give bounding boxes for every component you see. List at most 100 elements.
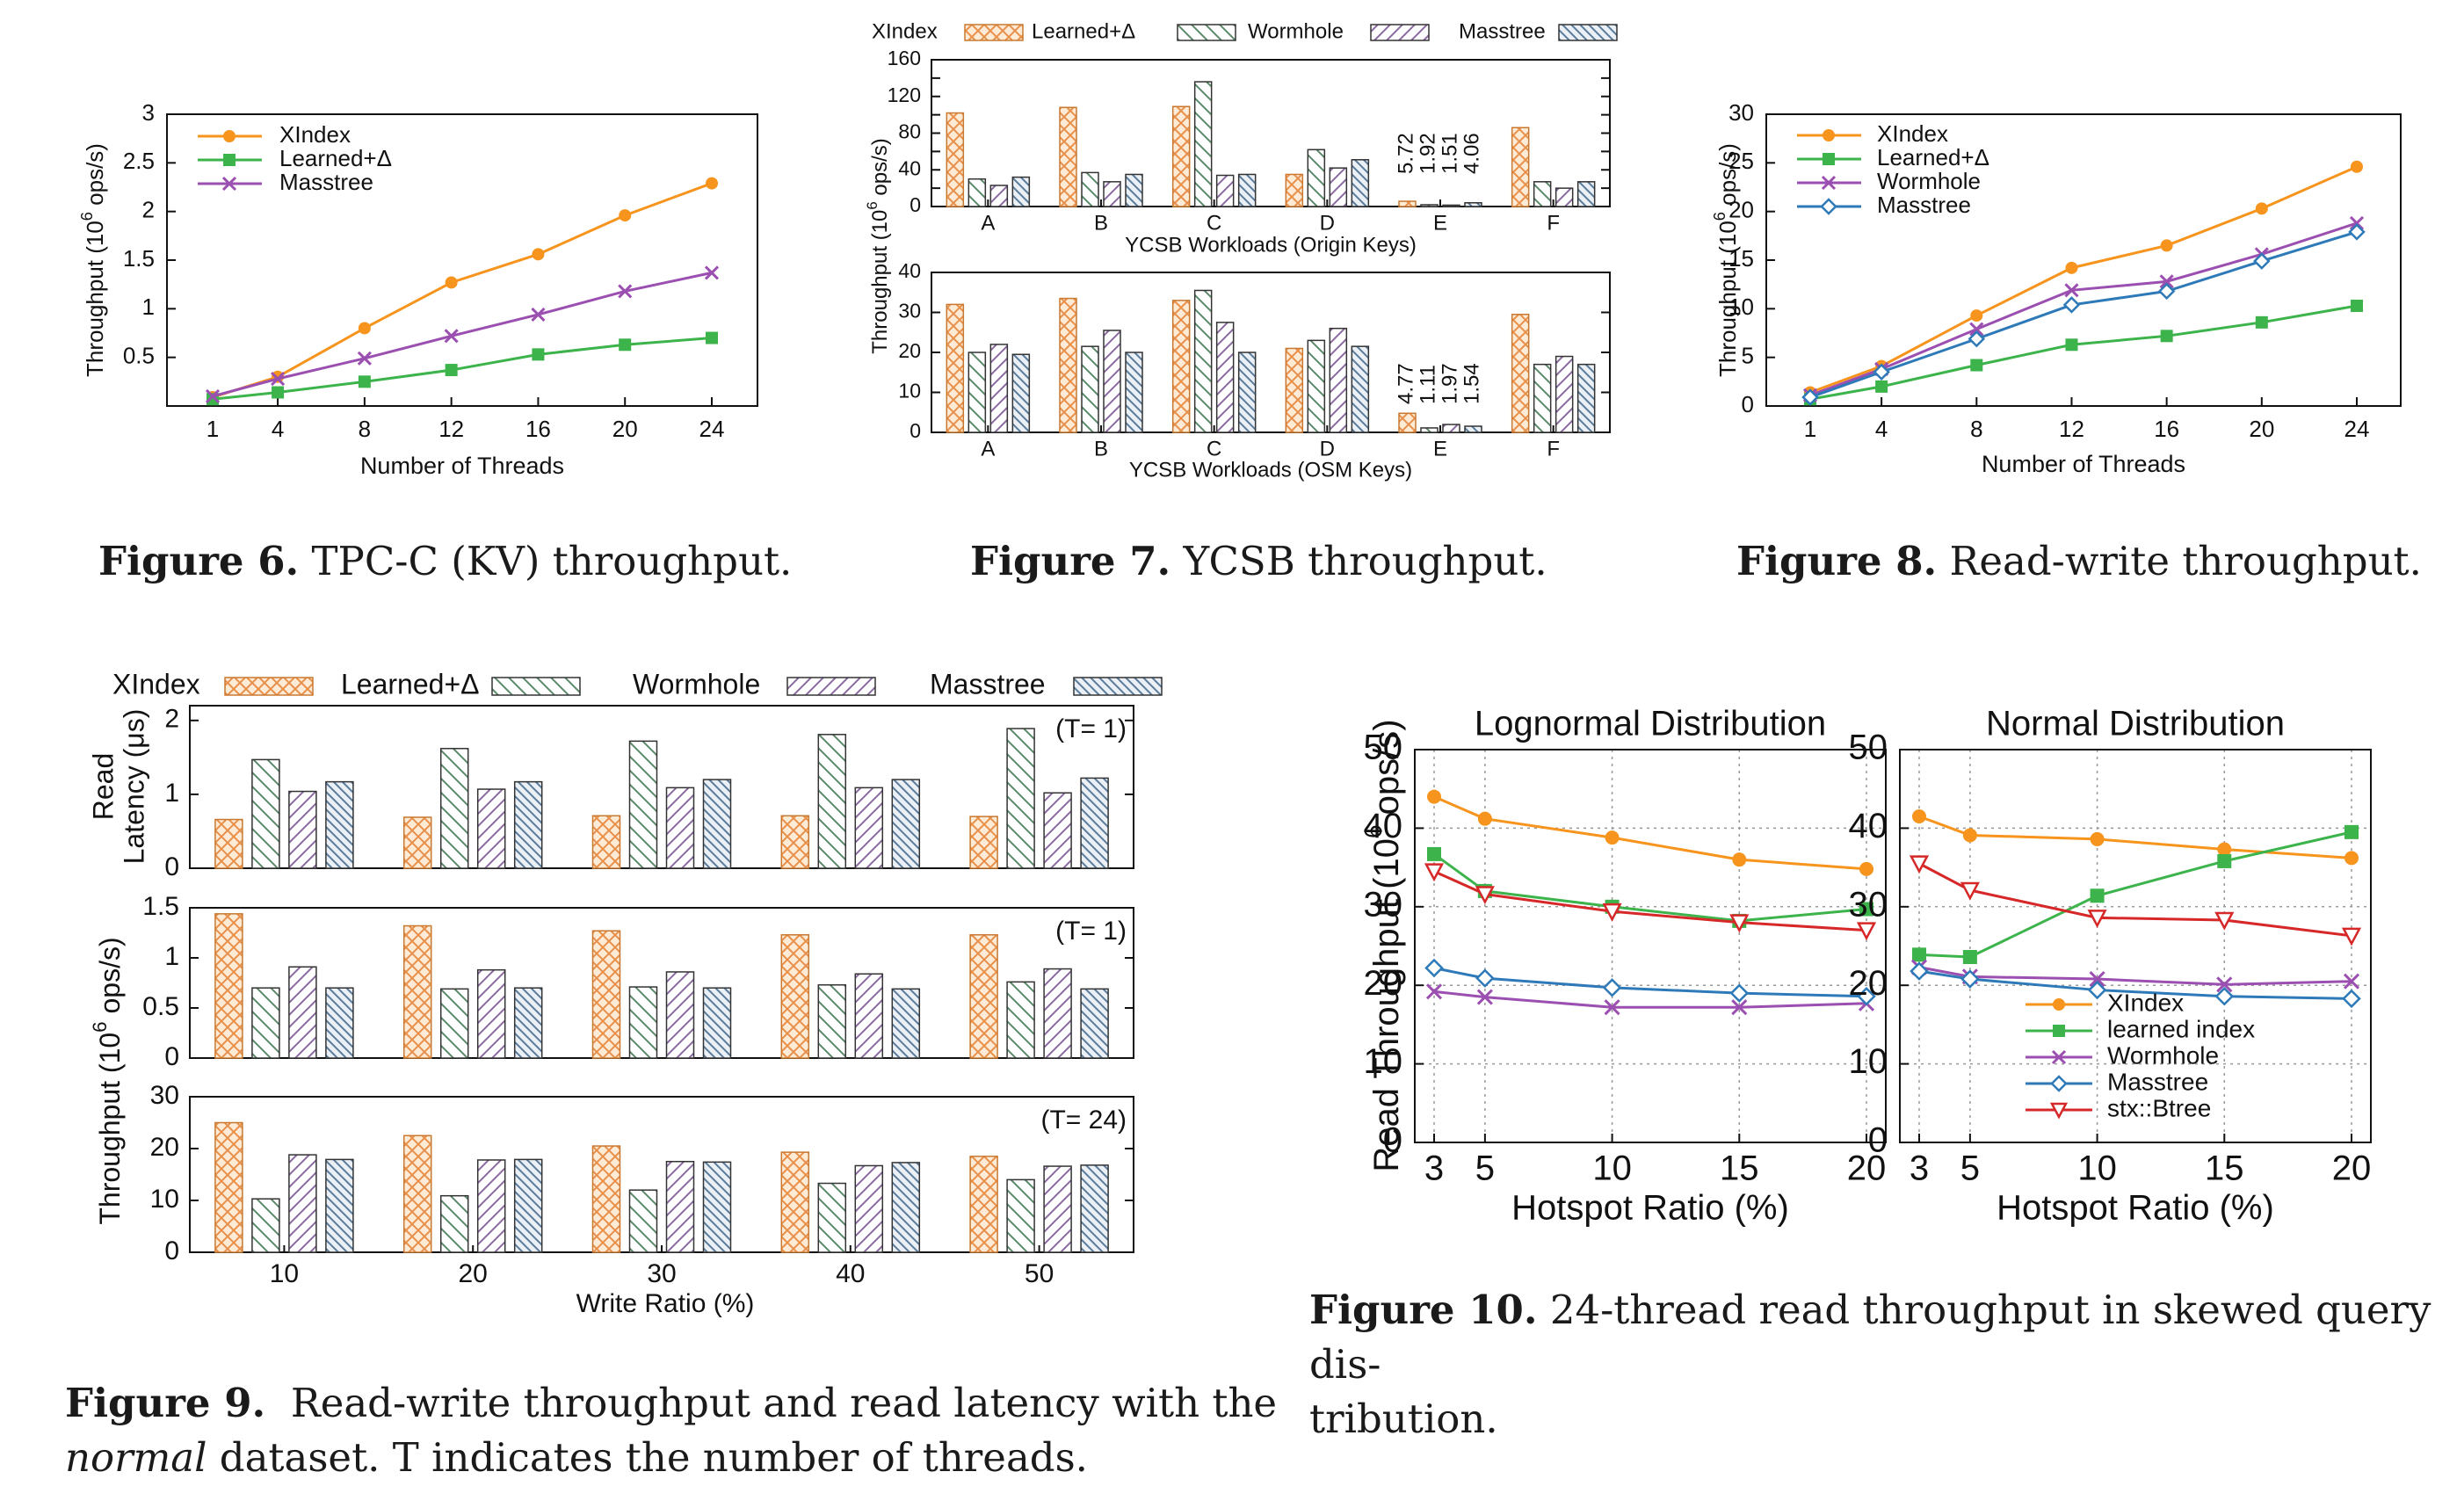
- y-axis-label: Throughput (106 ops/s): [78, 143, 108, 377]
- bar-wormhole: [1554, 355, 1574, 433]
- point-marker: [1604, 999, 1620, 1016]
- point-marker: [2160, 330, 2173, 343]
- data-point: [1476, 989, 1493, 1005]
- data-point: [1970, 309, 1983, 323]
- y-tick-label: 80: [898, 120, 921, 143]
- x-tick-label: 20: [612, 416, 638, 442]
- data-point: [2050, 1075, 2068, 1092]
- bar-xindex: [591, 815, 621, 869]
- point-marker: [445, 276, 458, 289]
- y-tick-label: 30: [898, 300, 921, 323]
- plot-frame: [1899, 749, 2372, 1143]
- thread-count-label: (T= 1): [1055, 714, 1127, 743]
- x-tick-label: 20: [2332, 1149, 2372, 1188]
- x-tick-label: C: [1207, 211, 1221, 235]
- y-axis-label: Read Throughput (106 ops/s): [1359, 719, 1406, 1171]
- y-tick-label: 20: [1728, 197, 1754, 223]
- point-marker: [2341, 927, 2362, 946]
- x-axis-label: Hotspot Ratio (%): [1997, 1189, 2274, 1228]
- bar-masstree: [325, 780, 354, 869]
- data-point: [1859, 861, 1873, 876]
- series-xindex: [1912, 808, 2359, 866]
- panel-2: 0 0.5 1 1.5: [142, 892, 1134, 1071]
- legend-swatch: [224, 677, 314, 696]
- point-marker: [1857, 986, 1876, 1006]
- data-point: [1909, 855, 1930, 874]
- series-learned: [207, 331, 718, 406]
- point-marker: [1427, 846, 1441, 861]
- caption-label: Figure 9.: [65, 1380, 266, 1426]
- x-tick-label: B: [1094, 437, 1108, 460]
- series-line: [212, 337, 713, 401]
- caption-label: Figure 10.: [1309, 1287, 1538, 1333]
- data-point: [1873, 363, 1890, 381]
- bar-learned-: [1081, 171, 1099, 207]
- data-point: [1970, 359, 1983, 372]
- bar-learned-: [967, 178, 987, 207]
- point-marker: [1912, 808, 1926, 823]
- series-wormhole: [205, 265, 720, 403]
- point-marker: [444, 329, 459, 344]
- point-marker: [1427, 789, 1441, 804]
- x-tick-label: 5: [1475, 1149, 1495, 1188]
- x-tick-label: 1: [207, 416, 219, 442]
- point-marker: [1910, 961, 1929, 981]
- point-marker: [532, 248, 545, 261]
- point-marker: [2159, 274, 2174, 289]
- bar-xindex: [1398, 412, 1417, 433]
- figure-8-chart: 1 4 8 12 16 20 24 0 5 10 15 20 25 30 Number of Threads…: [1711, 99, 2402, 477]
- point-marker: [618, 284, 633, 299]
- caption-text: TPC-C (KV) throughput.: [311, 538, 793, 584]
- data-point: [706, 177, 718, 190]
- data-point: [2051, 1049, 2067, 1065]
- legend-label: Masstree: [2107, 1068, 2208, 1095]
- bar-learned-: [1193, 81, 1213, 207]
- data-point: [2255, 315, 2268, 329]
- y-tick-label: 1.5: [142, 892, 179, 921]
- value-annotation: 1.92: [1416, 133, 1439, 174]
- value-annotation: 1.54: [1460, 363, 1483, 404]
- bar-learned-: [1006, 981, 1035, 1059]
- series-wormhole: [1910, 959, 2360, 993]
- x-tick-label: 24: [2344, 416, 2370, 442]
- legend-swatch: [1073, 677, 1163, 696]
- bar-xindex: [591, 1145, 621, 1253]
- bar-xindex: [1059, 297, 1077, 433]
- x-tick-label: C: [1207, 437, 1221, 460]
- point-marker: [1602, 978, 1622, 997]
- point-marker: [1477, 811, 1492, 826]
- point-marker: [1856, 922, 1877, 941]
- bar-masstree: [891, 988, 921, 1059]
- series-line: [1433, 967, 1867, 998]
- series-line: [212, 271, 713, 398]
- point-marker: [223, 130, 236, 142]
- data-point: [2064, 283, 2079, 298]
- y-axis-label-bottom: Throughput (106 ops/s): [89, 937, 126, 1224]
- legend-swatch: [964, 24, 1024, 41]
- series-line: [1809, 230, 2358, 399]
- bar-masstree: [1576, 363, 1596, 433]
- bar-learned-: [628, 740, 658, 869]
- bar-learned-: [251, 1198, 280, 1253]
- bar-learned-: [1420, 204, 1439, 207]
- data-point: [1968, 330, 1986, 348]
- y-tick-label: 160: [888, 47, 921, 69]
- bar-masstree: [513, 780, 543, 869]
- series-line: [1918, 815, 2352, 859]
- point-marker: [2157, 282, 2176, 301]
- point-marker: [1969, 322, 1984, 337]
- bar-masstree: [1011, 176, 1031, 207]
- legend-label: Learned+Δ: [341, 668, 480, 700]
- bar-learned-: [628, 986, 658, 1059]
- point-marker: [2255, 202, 2268, 215]
- point-marker: [1859, 861, 1873, 876]
- data-point: [358, 322, 371, 335]
- series-line: [1918, 862, 2352, 938]
- point-marker: [2065, 261, 2078, 274]
- bar-masstree: [1351, 159, 1370, 207]
- data-point: [1801, 388, 1819, 406]
- data-point: [2090, 831, 2105, 846]
- bar-wormhole: [854, 973, 884, 1059]
- legend-label: Learned+Δ: [1032, 19, 1135, 43]
